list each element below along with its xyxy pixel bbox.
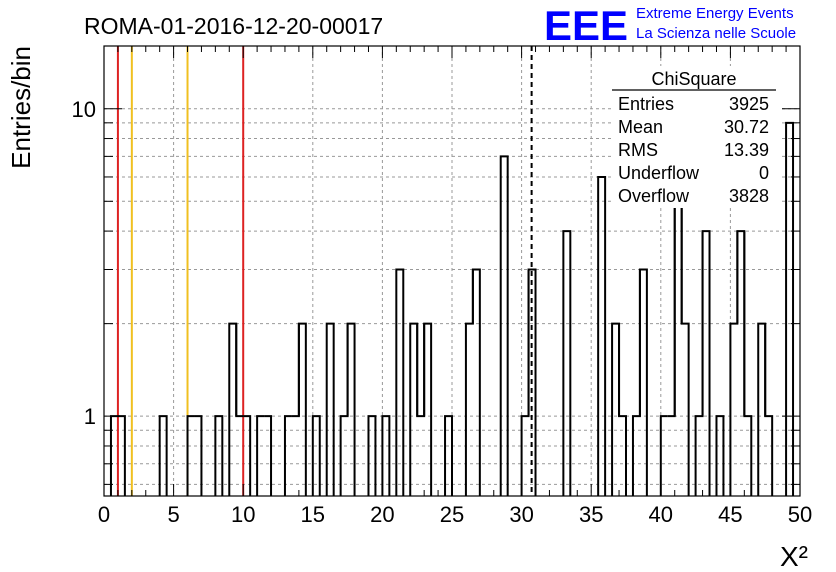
x-tick-label: 50 bbox=[788, 502, 812, 527]
x-tick-labels: 0 5 10 15 20 25 30 35 40 45 50 bbox=[98, 502, 812, 527]
histogram-bar bbox=[235, 323, 244, 418]
stats-row-value: 0 bbox=[759, 163, 769, 183]
histogram-bar bbox=[158, 415, 168, 496]
eee-logo: EEE Extreme Energy Events La Scienza nel… bbox=[544, 2, 796, 49]
x-axis-label: X² bbox=[780, 541, 808, 572]
stats-row-label: RMS bbox=[618, 140, 658, 160]
stats-box-title: ChiSquare bbox=[651, 69, 736, 89]
histogram-bar bbox=[659, 415, 668, 496]
histogram-bar bbox=[562, 230, 572, 496]
axis-ticks bbox=[103, 46, 801, 496]
histogram-bar bbox=[325, 322, 335, 496]
histogram-bar bbox=[283, 415, 292, 496]
histogram-bar bbox=[264, 415, 273, 496]
stats-row-label: Entries bbox=[618, 94, 674, 114]
chart-title: ROMA-01-2016-12-20-00017 bbox=[84, 13, 383, 39]
histogram-bar bbox=[367, 415, 377, 496]
logo-line-1: Extreme Energy Events bbox=[636, 5, 794, 22]
histogram-bar bbox=[297, 322, 307, 496]
x-tick-label: 5 bbox=[167, 502, 179, 527]
histogram-bar bbox=[785, 121, 795, 496]
histogram-bar bbox=[186, 415, 195, 496]
x-tick-label: 45 bbox=[718, 502, 742, 527]
histogram-bar bbox=[444, 415, 453, 496]
histogram-bar bbox=[680, 201, 690, 496]
logo-mark: EEE bbox=[544, 2, 628, 49]
y-tick-label: 10 bbox=[72, 97, 96, 122]
x-tick-label: 30 bbox=[509, 502, 533, 527]
y-tick-label: 1 bbox=[84, 404, 96, 429]
histogram-bar bbox=[311, 415, 321, 496]
stats-rows: Entries 3925 Mean 30.72 RMS 13.39 Underflow 0 Ov… bbox=[618, 94, 769, 206]
y-axis-label: Entries/bin bbox=[6, 46, 36, 169]
histogram-bar bbox=[346, 322, 356, 496]
histogram-bar bbox=[471, 268, 481, 496]
x-tick-label: 15 bbox=[301, 502, 325, 527]
y-tick-labels: 1 10 bbox=[72, 97, 96, 429]
histogram-bar bbox=[381, 415, 391, 496]
stats-row-label: Mean bbox=[618, 117, 663, 137]
histogram-bar bbox=[395, 268, 405, 496]
histogram-bar bbox=[764, 323, 774, 496]
x-tick-label: 40 bbox=[649, 502, 673, 527]
stats-box: ChiSquare Entries 3925 Mean 30.72 RMS 13.39 Un… bbox=[612, 66, 780, 208]
histogram-bar bbox=[597, 175, 607, 496]
stats-row-value: 3925 bbox=[729, 94, 769, 114]
logo-line-2: La Scienza nelle Scuole bbox=[636, 25, 796, 42]
histogram-bar bbox=[423, 322, 433, 496]
histogram-bar bbox=[638, 268, 648, 496]
x-tick-label: 35 bbox=[579, 502, 603, 527]
histogram-bar bbox=[527, 268, 537, 496]
histogram-bar bbox=[743, 231, 753, 496]
stats-row-value: 30.72 bbox=[724, 117, 769, 137]
stats-row-value: 13.39 bbox=[724, 140, 769, 160]
histogram-bar bbox=[701, 230, 711, 496]
histogram-bar bbox=[618, 323, 627, 496]
histogram-bar bbox=[243, 415, 252, 496]
histogram-bars bbox=[109, 121, 795, 496]
histogram-bar bbox=[194, 415, 203, 496]
stats-row-value: 3828 bbox=[729, 186, 769, 206]
x-tick-label: 20 bbox=[370, 502, 394, 527]
stats-row-label: Underflow bbox=[618, 163, 700, 183]
histogram-bar bbox=[214, 415, 224, 496]
histogram-bar bbox=[256, 415, 265, 496]
stats-row-label: Overflow bbox=[618, 186, 690, 206]
histogram-bar bbox=[715, 415, 725, 496]
histogram-bar bbox=[499, 155, 509, 496]
x-tick-label: 10 bbox=[231, 502, 255, 527]
x-tick-label: 25 bbox=[440, 502, 464, 527]
x-tick-label: 0 bbox=[98, 502, 110, 527]
